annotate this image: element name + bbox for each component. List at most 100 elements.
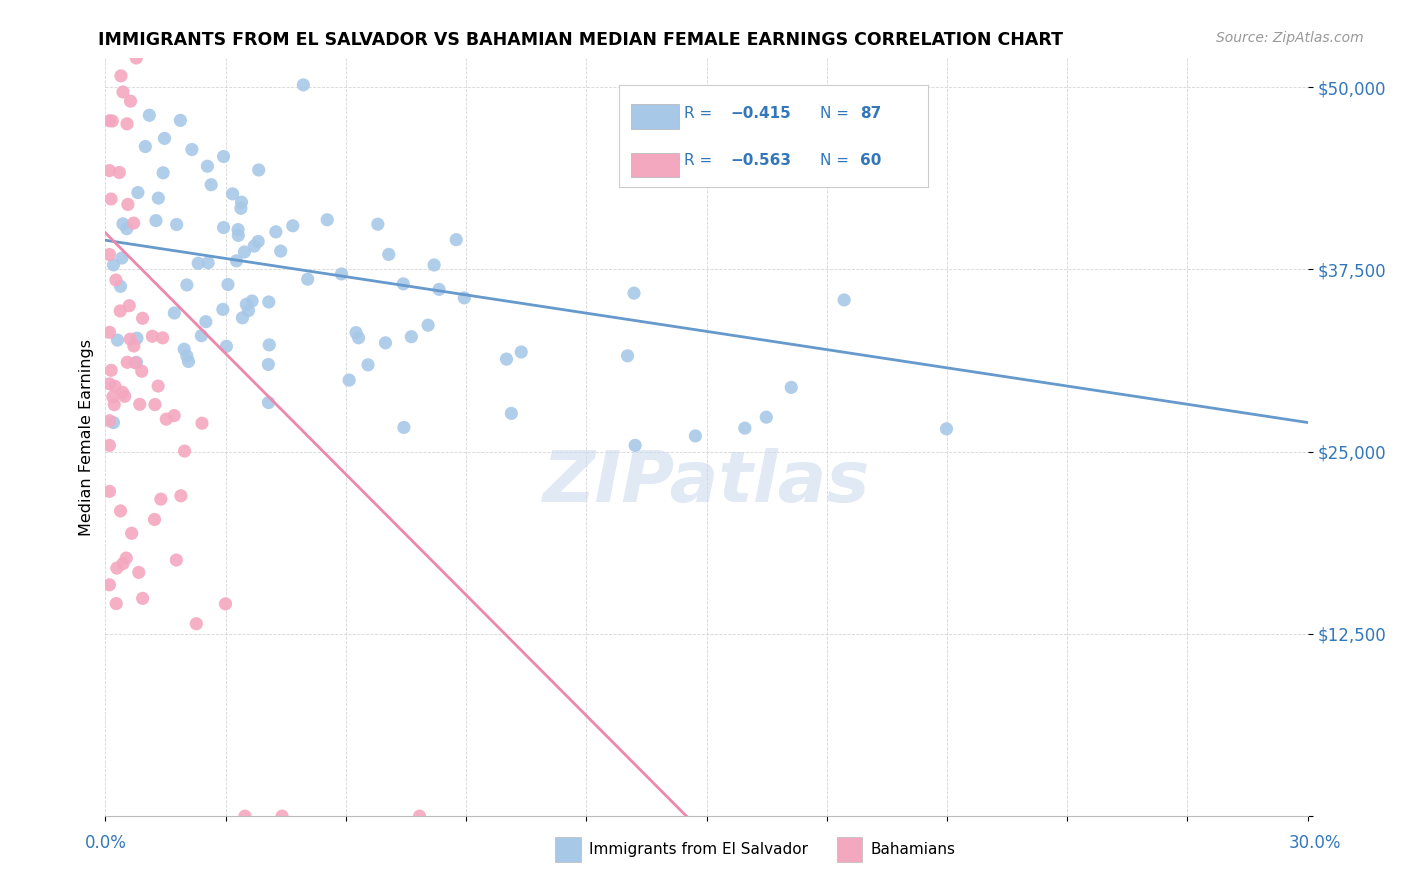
Point — [153, 131, 176, 145]
Point — [197, 256, 219, 270]
Point — [186, 616, 208, 631]
Point — [231, 195, 253, 210]
Point — [377, 247, 399, 261]
Point — [281, 219, 304, 233]
Point — [225, 253, 247, 268]
Point — [616, 349, 638, 363]
Point — [125, 51, 148, 65]
Text: 87: 87 — [860, 106, 882, 121]
Point — [197, 159, 219, 173]
Point — [131, 591, 153, 606]
Point — [347, 331, 370, 345]
Point — [408, 809, 430, 823]
Point — [190, 328, 212, 343]
Point — [134, 139, 156, 153]
Point — [257, 295, 280, 310]
Point — [495, 352, 517, 367]
Point — [98, 113, 121, 128]
Text: Bahamians: Bahamians — [870, 842, 955, 856]
Point — [117, 197, 139, 211]
Point — [152, 166, 174, 180]
Point — [173, 444, 195, 458]
Point — [453, 291, 475, 305]
Text: −0.415: −0.415 — [730, 106, 790, 121]
Point — [111, 85, 134, 99]
Point — [297, 272, 319, 286]
Point — [108, 304, 131, 318]
Text: R =: R = — [683, 106, 717, 121]
Point — [166, 218, 188, 232]
Point — [427, 282, 450, 296]
Point — [228, 228, 250, 243]
Point — [392, 420, 415, 434]
Point — [120, 94, 142, 108]
Point — [122, 216, 145, 230]
Point — [115, 355, 138, 369]
Point — [141, 329, 163, 343]
Point — [111, 217, 134, 231]
Point — [128, 566, 150, 580]
Point — [101, 390, 124, 404]
Point — [176, 277, 198, 292]
Point — [221, 186, 243, 201]
Point — [832, 293, 855, 307]
Point — [270, 244, 292, 258]
Point — [212, 149, 235, 163]
Point — [337, 373, 360, 387]
Point — [780, 380, 803, 394]
Point — [444, 233, 467, 247]
Point — [131, 311, 153, 326]
Point — [510, 345, 533, 359]
Point — [200, 178, 222, 192]
Point — [624, 438, 647, 452]
Point — [115, 551, 138, 566]
Point — [173, 343, 195, 357]
Point — [125, 331, 148, 345]
Point — [110, 279, 132, 293]
Point — [231, 310, 253, 325]
Point — [226, 222, 249, 236]
Point — [257, 338, 280, 352]
Text: −0.563: −0.563 — [730, 153, 792, 169]
Point — [416, 318, 439, 333]
Point — [103, 398, 125, 412]
Point — [155, 412, 177, 426]
Point — [114, 389, 136, 403]
Point — [176, 349, 198, 363]
Point — [401, 329, 423, 343]
Point — [145, 213, 167, 227]
Point — [215, 339, 238, 353]
Point — [105, 597, 128, 611]
Text: N =: N = — [820, 106, 853, 121]
Point — [105, 561, 128, 575]
Point — [146, 379, 169, 393]
Point — [271, 809, 294, 823]
Point — [111, 557, 134, 571]
Point — [623, 286, 645, 301]
Text: IMMIGRANTS FROM EL SALVADOR VS BAHAMIAN MEDIAN FEMALE EARNINGS CORRELATION CHART: IMMIGRANTS FROM EL SALVADOR VS BAHAMIAN … — [98, 31, 1063, 49]
Point — [131, 364, 153, 378]
Point — [247, 235, 270, 249]
Point — [233, 809, 256, 823]
Point — [257, 395, 280, 409]
Point — [127, 186, 149, 200]
Point — [212, 220, 235, 235]
Point — [187, 256, 209, 270]
Point — [163, 306, 186, 320]
Point — [423, 258, 446, 272]
Point — [124, 356, 146, 370]
Point — [100, 192, 122, 206]
Point — [148, 191, 170, 205]
Y-axis label: Median Female Earnings: Median Female Earnings — [79, 339, 94, 535]
Point — [170, 489, 193, 503]
Point — [344, 326, 367, 340]
Point — [238, 303, 260, 318]
Point — [128, 397, 150, 411]
Point — [103, 258, 125, 272]
Point — [734, 421, 756, 435]
Point — [121, 526, 143, 541]
Point — [138, 108, 160, 122]
Point — [165, 553, 187, 567]
Point — [177, 354, 200, 368]
Point — [240, 293, 263, 308]
